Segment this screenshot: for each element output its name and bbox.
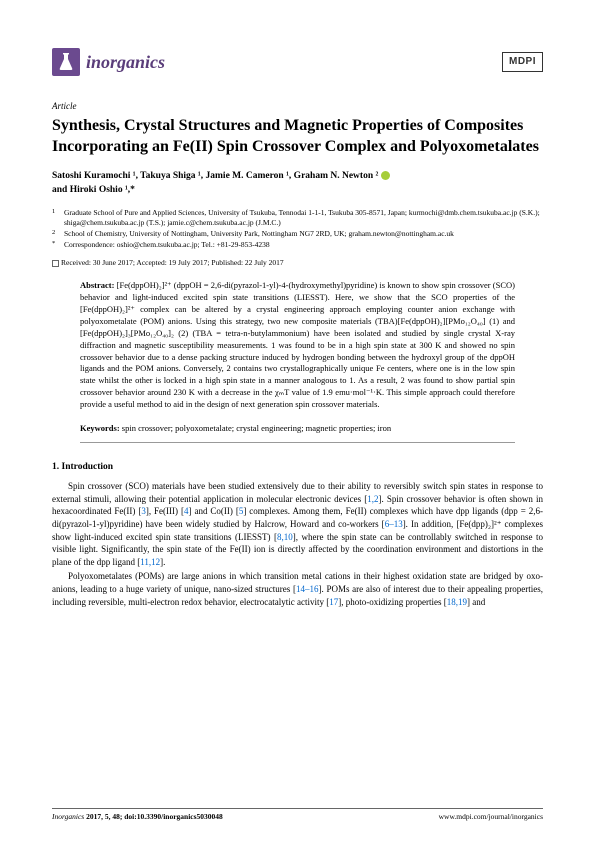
footer-rest: 2017, 5, 48; doi:10.3390/inorganics50300… bbox=[84, 812, 223, 821]
affiliations: 1 Graduate School of Pure and Applied Sc… bbox=[52, 208, 543, 251]
publisher-logo: MDPI bbox=[502, 52, 543, 72]
footer-journal: Inorganics bbox=[52, 812, 84, 821]
keywords-label: Keywords: bbox=[80, 423, 120, 433]
orcid-icon bbox=[381, 171, 390, 180]
affil-num-2: 2 bbox=[52, 229, 64, 239]
authors-list: Satoshi Kuramochi ¹, Takuya Shiga ¹, Jam… bbox=[52, 169, 543, 198]
authors-line-2: and Hiroki Oshio ¹,* bbox=[52, 185, 135, 195]
abstract-label: Abstract: bbox=[80, 280, 114, 290]
intro-para-2: Polyoxometalates (POMs) are large anions… bbox=[52, 570, 543, 608]
intro-para-1: Spin crossover (SCO) materials have been… bbox=[52, 480, 543, 568]
section-1-heading: 1. Introduction bbox=[52, 461, 543, 474]
section-divider bbox=[80, 442, 515, 443]
page-footer: Inorganics 2017, 5, 48; doi:10.3390/inor… bbox=[52, 808, 543, 822]
affil-text-2: School of Chemistry, University of Notti… bbox=[64, 229, 543, 239]
article-title: Synthesis, Crystal Structures and Magnet… bbox=[52, 116, 543, 157]
corr-symbol: * bbox=[52, 240, 64, 250]
check-icon bbox=[52, 260, 59, 267]
abstract: Abstract: [Fe(dppOH)₂]²⁺ (dppOH = 2,6-di… bbox=[80, 280, 515, 411]
flask-icon bbox=[52, 48, 80, 76]
footer-citation: Inorganics 2017, 5, 48; doi:10.3390/inor… bbox=[52, 812, 223, 822]
corr-text: Correspondence: oshio@chem.tsukuba.ac.jp… bbox=[64, 240, 543, 250]
keywords: Keywords: spin crossover; polyoxometalat… bbox=[80, 423, 515, 434]
journal-name: inorganics bbox=[86, 50, 165, 74]
page-header: inorganics MDPI bbox=[52, 48, 543, 76]
footer-url[interactable]: www.mdpi.com/journal/inorganics bbox=[439, 812, 543, 822]
keywords-text: spin crossover; polyoxometalate; crystal… bbox=[120, 423, 391, 433]
authors-line-1: Satoshi Kuramochi ¹, Takuya Shiga ¹, Jam… bbox=[52, 171, 378, 181]
dates-text: Received: 30 June 2017; Accepted: 19 Jul… bbox=[61, 258, 284, 267]
affil-text-1: Graduate School of Pure and Applied Scie… bbox=[64, 208, 543, 228]
affil-num-1: 1 bbox=[52, 208, 64, 228]
publication-dates: Received: 30 June 2017; Accepted: 19 Jul… bbox=[52, 258, 543, 268]
article-type: Article bbox=[52, 100, 543, 112]
journal-logo: inorganics bbox=[52, 48, 165, 76]
abstract-text: [Fe(dppOH)₂]²⁺ (dppOH = 2,6-di(pyrazol-1… bbox=[80, 280, 515, 409]
